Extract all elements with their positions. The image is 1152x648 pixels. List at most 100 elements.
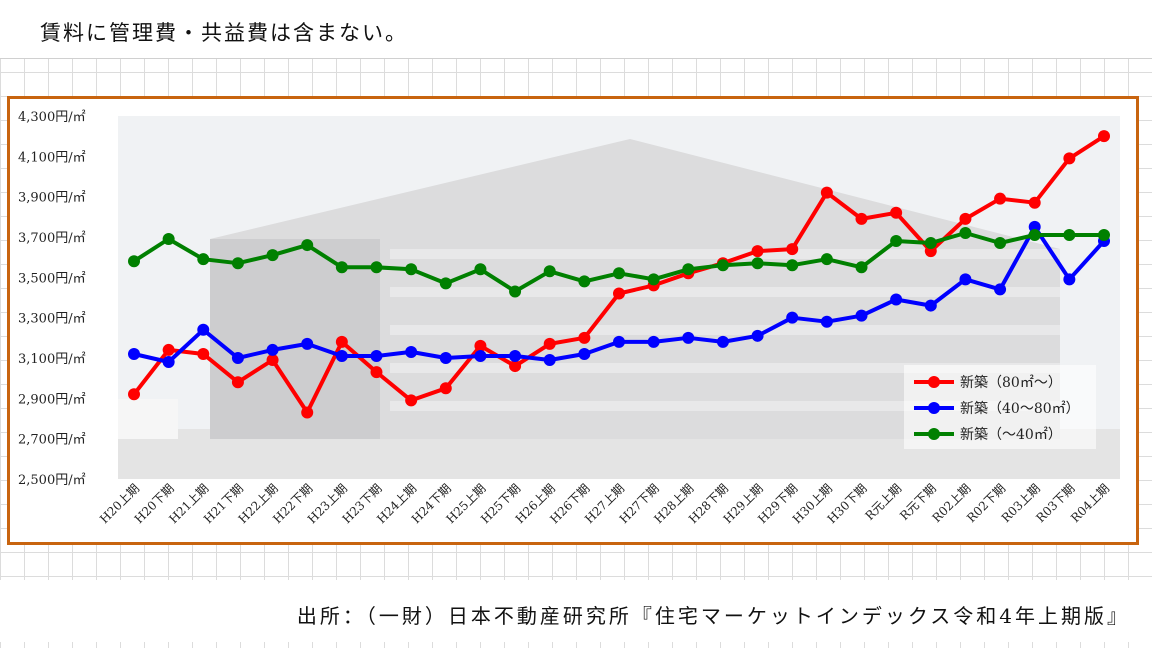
data-point: [613, 335, 625, 348]
data-point: [128, 255, 140, 268]
data-point: [994, 283, 1007, 296]
data-point: [786, 259, 799, 272]
legend: 新築（80㎡～） 新築（40～80㎡） 新築（～40㎡）: [904, 365, 1096, 449]
series-lines: [128, 130, 1110, 419]
data-point: [924, 299, 937, 312]
data-point: [543, 265, 556, 278]
data-point: [994, 192, 1007, 205]
line-chart: 4,300円/㎡ 4,100円/㎡ 3,900円/㎡ 3,700円/㎡ 3,500円/㎡…: [18, 110, 1120, 526]
y-tick-label: 4,300円/㎡: [18, 110, 86, 125]
photo-car: [118, 399, 178, 439]
data-point: [1028, 196, 1041, 209]
data-point: [820, 315, 833, 328]
data-point: [543, 337, 556, 350]
data-point: [301, 337, 314, 350]
data-point: [820, 253, 833, 266]
data-point: [197, 347, 210, 360]
x-tick-label: R04上期: [1068, 481, 1112, 525]
data-point: [682, 263, 695, 276]
photo-balcony: [390, 325, 1060, 335]
data-point: [1098, 130, 1110, 143]
data-point: [959, 226, 972, 239]
data-point: [682, 331, 695, 344]
note-text: 賃料に管理費・共益費は含まない。: [40, 21, 408, 45]
x-axis-ticks: H20上期H20下期H21上期H21下期H22上期H22下期H23上期H23下期…: [97, 481, 1112, 526]
data-point: [197, 253, 210, 266]
y-tick-label: 2,900円/㎡: [18, 392, 86, 407]
data-point: [751, 245, 764, 258]
data-point: [335, 349, 348, 362]
data-point: [301, 406, 314, 419]
legend-label: 新築（40～80㎡）: [960, 401, 1080, 417]
data-point: [994, 237, 1007, 250]
data-point: [924, 237, 937, 250]
legend-swatch-marker: [928, 402, 940, 414]
data-point: [335, 335, 348, 348]
data-point: [716, 259, 729, 272]
note-banner: 賃料に管理費・共益費は含まない。: [0, 0, 1152, 59]
data-point: [370, 366, 383, 379]
data-point: [959, 273, 972, 286]
y-tick-label: 3,700円/㎡: [18, 231, 86, 246]
data-point: [128, 388, 140, 401]
data-point: [751, 329, 764, 342]
data-point: [543, 354, 556, 367]
data-point: [786, 311, 799, 324]
data-point: [405, 394, 418, 407]
chart-frame: 4,300円/㎡ 4,100円/㎡ 3,900円/㎡ 3,700円/㎡ 3,500円/㎡…: [7, 96, 1139, 629]
data-point: [1098, 228, 1110, 241]
data-point: [370, 261, 383, 274]
y-tick-label: 3,300円/㎡: [18, 312, 86, 327]
data-point: [266, 249, 279, 262]
data-point: [613, 287, 625, 300]
data-point: [266, 343, 279, 356]
y-tick-label: 2,700円/㎡: [18, 433, 86, 448]
data-point: [786, 243, 799, 256]
data-point: [197, 323, 210, 336]
data-point: [855, 212, 868, 225]
data-point: [301, 239, 314, 252]
legend-swatch-marker: [928, 376, 940, 388]
y-axis-ticks: 4,300円/㎡ 4,100円/㎡ 3,900円/㎡ 3,700円/㎡ 3,500円/㎡…: [18, 110, 86, 488]
data-point: [890, 235, 903, 248]
data-point: [162, 233, 175, 246]
data-point: [855, 261, 868, 274]
data-point: [1028, 228, 1041, 241]
data-point: [231, 376, 244, 389]
data-point: [474, 339, 487, 352]
photo-balcony: [390, 249, 1060, 259]
data-point: [439, 382, 452, 395]
data-point: [335, 261, 348, 274]
y-tick-label: 4,100円/㎡: [18, 150, 86, 165]
data-point: [439, 277, 452, 290]
source-footer: 出所：（一財）日本不動産研究所『住宅マーケットインデックス令和4年上期版』: [0, 580, 1152, 642]
legend-label: 新築（～40㎡）: [960, 427, 1062, 443]
data-point: [474, 349, 487, 362]
data-point: [509, 349, 522, 362]
data-point: [162, 343, 175, 356]
data-point: [578, 275, 591, 288]
data-point: [647, 273, 660, 286]
data-point: [405, 263, 418, 276]
photo-balcony: [390, 401, 1060, 411]
y-tick-label: 3,900円/㎡: [18, 191, 86, 206]
data-point: [959, 212, 972, 225]
data-point: [855, 309, 868, 322]
photo-balcony: [390, 287, 1060, 297]
data-point: [716, 335, 729, 348]
photo-building-dark-wing: [210, 239, 380, 439]
data-point: [439, 352, 452, 364]
data-point: [266, 354, 279, 367]
y-tick-label: 3,100円/㎡: [18, 352, 86, 367]
data-point: [890, 206, 903, 219]
x-tick-label: R元上期: [863, 481, 905, 523]
data-point: [1063, 273, 1076, 286]
legend-swatch-marker: [928, 428, 940, 440]
data-point: [890, 293, 903, 306]
data-point: [370, 349, 383, 362]
legend-label: 新築（80㎡～）: [960, 375, 1062, 391]
data-point: [509, 285, 522, 298]
data-point: [162, 356, 175, 369]
data-point: [613, 267, 625, 280]
y-tick-label: 2,500円/㎡: [18, 473, 86, 488]
